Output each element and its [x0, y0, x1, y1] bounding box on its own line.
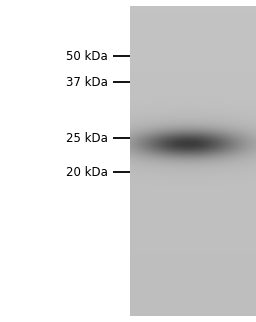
Text: 37 kDa: 37 kDa: [66, 76, 108, 89]
Text: 25 kDa: 25 kDa: [66, 132, 108, 145]
Text: 50 kDa: 50 kDa: [66, 50, 108, 63]
Text: 20 kDa: 20 kDa: [66, 166, 108, 179]
